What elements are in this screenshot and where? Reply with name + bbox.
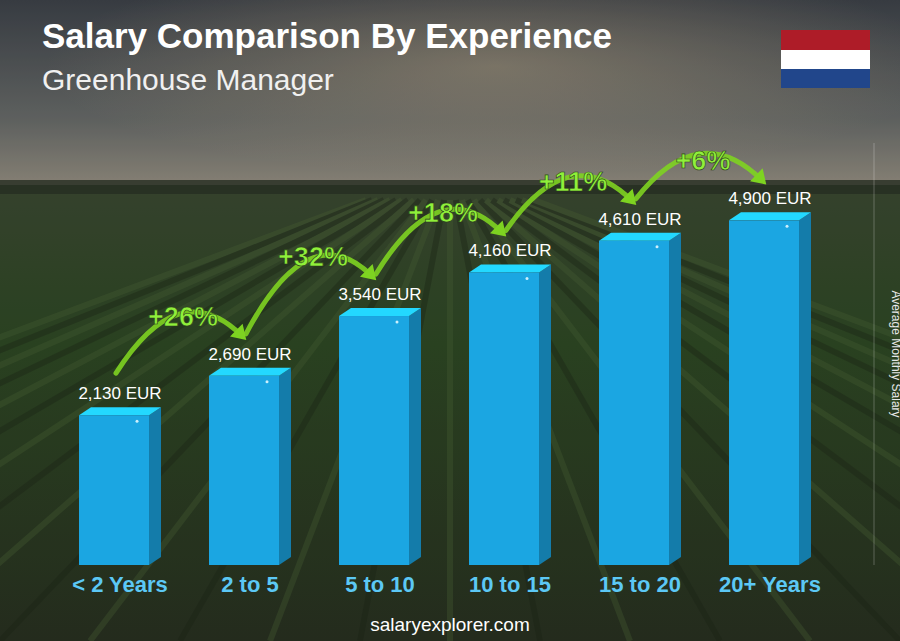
bar-highlight xyxy=(526,277,529,280)
change-arrowhead xyxy=(490,220,506,236)
bar-front xyxy=(79,415,149,565)
bar-front xyxy=(469,272,539,565)
bar-top xyxy=(469,264,551,272)
data-label: 2,690 EUR xyxy=(208,345,291,364)
bar-highlight xyxy=(266,380,269,383)
chart-svg: Salary Comparison By Experience Greenhous… xyxy=(0,0,900,641)
bar xyxy=(79,407,161,565)
x-tick-label: 15 to 20 xyxy=(599,572,681,597)
flag-blue xyxy=(781,69,870,88)
change-label: +11% xyxy=(539,167,607,197)
chart-container: Salary Comparison By Experience Greenhous… xyxy=(0,0,900,641)
bar-highlight xyxy=(396,321,399,324)
bar-front xyxy=(209,376,279,565)
bar-side xyxy=(669,233,681,565)
bar xyxy=(469,264,551,565)
bar-highlight xyxy=(786,225,789,228)
bar-top xyxy=(339,308,421,316)
change-arrowhead xyxy=(620,189,636,205)
bar-side xyxy=(409,308,421,565)
x-tick-label: 5 to 10 xyxy=(345,572,415,597)
bar-front xyxy=(729,220,799,565)
change-label: +6% xyxy=(676,146,731,176)
bar xyxy=(729,212,811,565)
bar xyxy=(339,308,421,565)
bar-front xyxy=(599,241,669,565)
x-tick-label: 2 to 5 xyxy=(221,572,278,597)
x-tick-label: 20+ Years xyxy=(719,572,821,597)
bar-front xyxy=(339,316,409,565)
bar-top xyxy=(599,233,681,241)
bar-highlight xyxy=(136,420,139,423)
bar-side xyxy=(279,368,291,565)
change-label: +32% xyxy=(278,242,348,272)
bar xyxy=(599,233,681,565)
change-label: +26% xyxy=(148,302,218,332)
y-axis-label: Average Monthly Salary xyxy=(889,290,900,417)
flag xyxy=(781,30,870,88)
bar-side xyxy=(799,212,811,565)
subtitle: Greenhouse Manager xyxy=(42,63,334,96)
data-label: 2,130 EUR xyxy=(78,384,161,403)
bar xyxy=(209,368,291,565)
bar-top xyxy=(729,212,811,220)
title: Salary Comparison By Experience xyxy=(42,16,612,55)
shade xyxy=(0,0,900,641)
bar-side xyxy=(539,264,551,565)
data-label: 3,540 EUR xyxy=(338,285,421,304)
change-arrowhead xyxy=(750,168,766,184)
y-axis-line xyxy=(874,143,875,565)
source: salaryexplorer.com xyxy=(370,614,529,635)
bars xyxy=(79,212,811,565)
page: {"chart_data": {"type": "bar", "title": … xyxy=(0,0,900,641)
data-label: 4,900 EUR xyxy=(728,189,811,208)
x-tick-label: < 2 Years xyxy=(72,572,168,597)
x-tick-label: 10 to 15 xyxy=(469,572,551,597)
bar-top xyxy=(209,368,291,376)
bar-side xyxy=(149,407,161,565)
flag-white xyxy=(781,50,870,69)
change-arrowhead xyxy=(230,324,246,340)
data-label: 4,160 EUR xyxy=(468,241,551,260)
change-arrowhead xyxy=(360,264,376,280)
change-label: +18% xyxy=(408,198,478,228)
data-label: 4,610 EUR xyxy=(598,210,681,229)
bar-top xyxy=(79,407,161,415)
bar-highlight xyxy=(656,245,659,248)
flag-red xyxy=(781,30,870,50)
